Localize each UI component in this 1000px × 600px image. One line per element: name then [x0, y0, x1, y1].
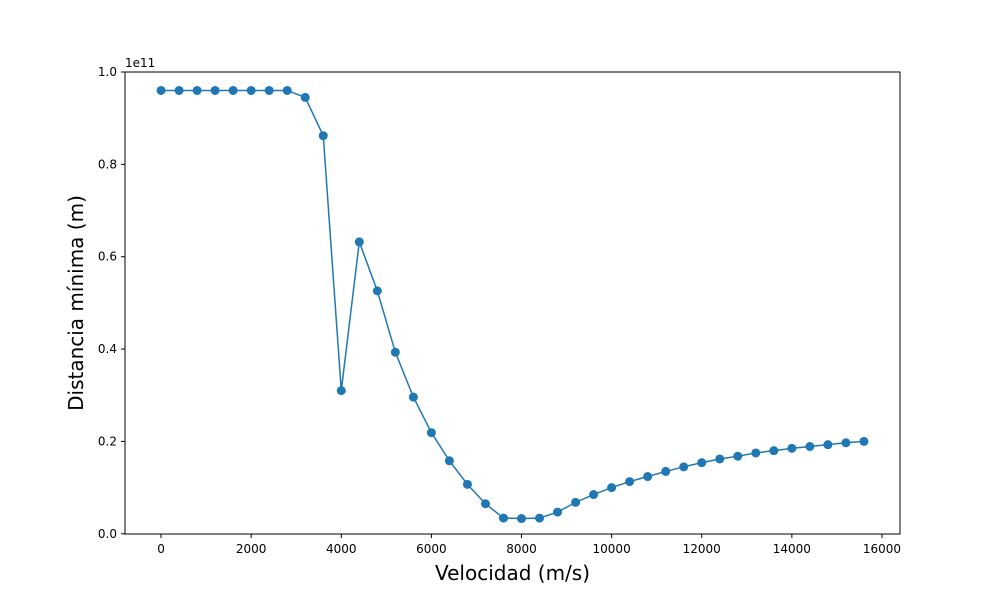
- y-axis: 0.0 0.2 0.4 0.6 0.8 1.0: [98, 65, 125, 541]
- x-tick-label: 12000: [683, 542, 721, 556]
- y-tick-label: 0.0: [98, 527, 117, 541]
- x-tick-label: 4000: [326, 542, 357, 556]
- y-tick-label: 0.4: [98, 342, 117, 356]
- data-point: [390, 347, 400, 357]
- data-point: [787, 443, 797, 453]
- x-tick-label: 14000: [773, 542, 811, 556]
- data-point: [805, 441, 815, 451]
- data-point: [210, 85, 220, 95]
- x-tick-label: 2000: [236, 542, 267, 556]
- data-point: [679, 462, 689, 472]
- data-point: [462, 479, 472, 489]
- x-tick-label: 8000: [506, 542, 537, 556]
- data-point: [174, 85, 184, 95]
- x-tick-label: 0: [157, 542, 165, 556]
- data-point: [372, 286, 382, 296]
- data-point: [697, 458, 707, 468]
- y-tick-label: 1.0: [98, 65, 117, 79]
- data-point: [354, 237, 364, 247]
- x-tick-label: 10000: [593, 542, 631, 556]
- data-point: [715, 454, 725, 464]
- data-point: [589, 490, 599, 500]
- data-point: [751, 448, 761, 458]
- data-point: [643, 472, 653, 482]
- y-axis-offset-label: 1e11: [125, 56, 155, 70]
- data-point: [553, 507, 563, 517]
- x-axis-label: Velocidad (m/s): [435, 561, 590, 585]
- data-point: [733, 451, 743, 461]
- data-point: [228, 85, 238, 95]
- y-axis-label: Distancia mínima (m): [64, 195, 88, 411]
- axes-frame: [124, 71, 901, 535]
- x-tick-label: 16000: [863, 542, 901, 556]
- data-point: [517, 514, 527, 524]
- data-point: [282, 85, 292, 95]
- plot-area: [156, 85, 869, 524]
- data-point: [769, 446, 779, 456]
- data-point: [498, 513, 508, 523]
- data-point: [571, 497, 581, 507]
- data-point: [661, 466, 671, 476]
- data-point: [607, 483, 617, 493]
- y-tick-label: 0.8: [98, 157, 117, 171]
- data-point: [408, 392, 418, 402]
- data-point: [444, 456, 454, 466]
- x-axis: 0 2000 4000 6000 8000 10000 12000 14000 16000: [157, 534, 901, 556]
- data-point: [480, 499, 490, 509]
- data-point: [264, 85, 274, 95]
- data-point: [336, 386, 346, 396]
- data-point: [535, 513, 545, 523]
- data-point: [625, 477, 635, 487]
- data-point: [300, 92, 310, 102]
- y-tick-label: 0.6: [98, 250, 117, 264]
- data-point: [192, 85, 202, 95]
- x-tick-label: 6000: [416, 542, 447, 556]
- data-point: [426, 428, 436, 438]
- series-line: [161, 89, 865, 520]
- data-point: [841, 438, 851, 448]
- data-point: [859, 436, 869, 446]
- y-tick-label: 0.2: [98, 434, 117, 448]
- data-point: [318, 131, 328, 141]
- data-point: [823, 440, 833, 450]
- data-point: [246, 85, 256, 95]
- data-point: [156, 85, 166, 95]
